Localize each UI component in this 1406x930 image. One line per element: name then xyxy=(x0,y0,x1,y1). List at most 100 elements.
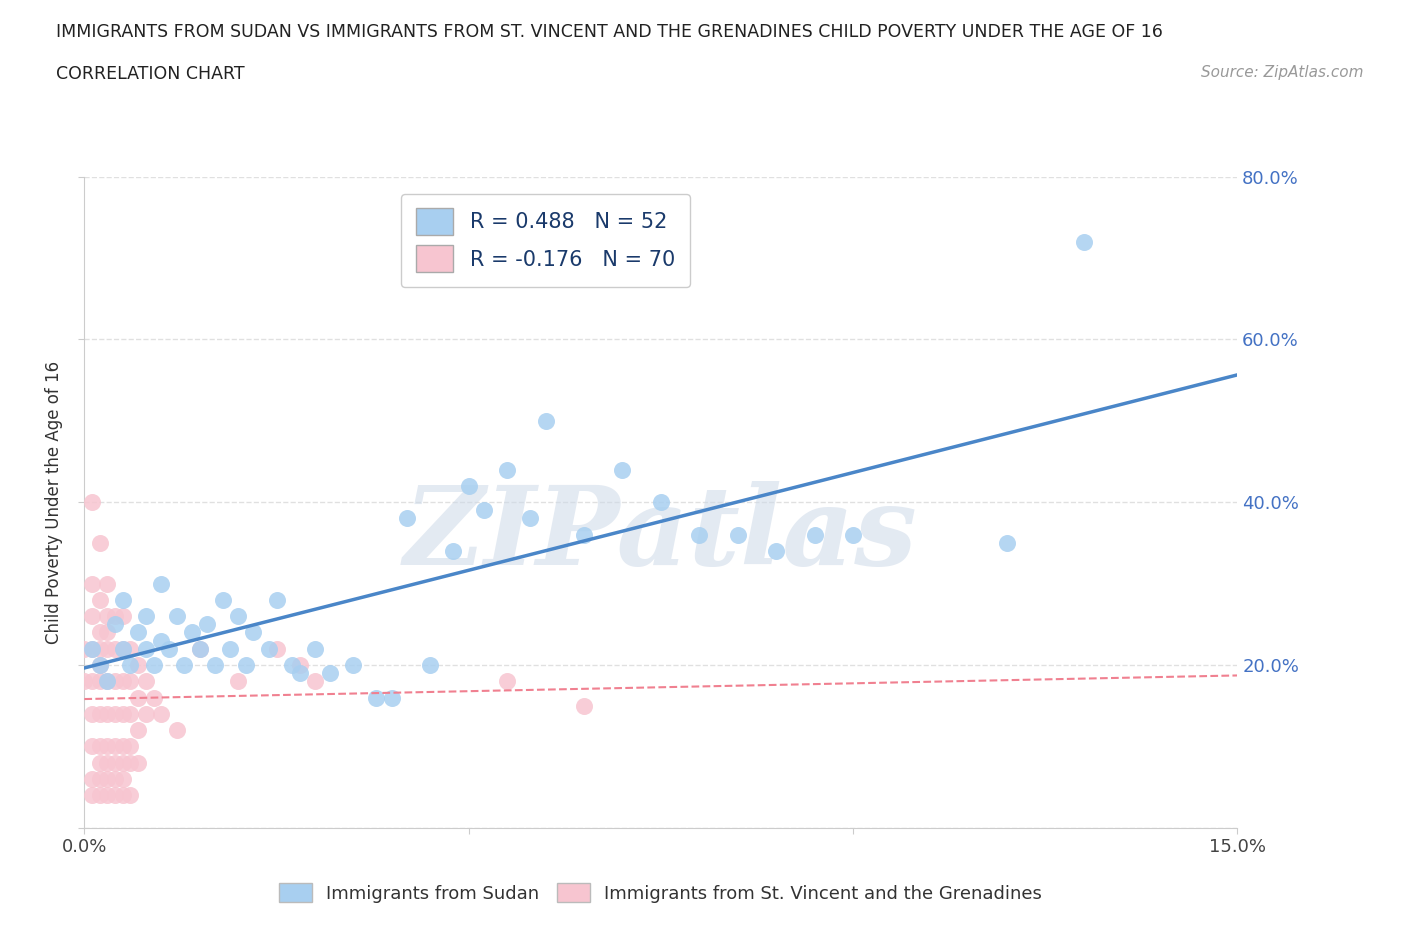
Point xyxy=(266,592,288,607)
Point xyxy=(995,536,1018,551)
Point xyxy=(135,674,157,689)
Point xyxy=(150,633,173,648)
Point xyxy=(104,642,127,657)
Point xyxy=(135,609,157,624)
Point xyxy=(226,609,249,624)
Point xyxy=(181,625,204,640)
Point xyxy=(803,527,825,542)
Point xyxy=(519,512,541,526)
Point xyxy=(96,674,118,689)
Point xyxy=(96,707,118,722)
Point xyxy=(496,462,519,477)
Point xyxy=(135,707,157,722)
Point xyxy=(288,658,311,672)
Point xyxy=(104,738,127,753)
Point xyxy=(396,512,419,526)
Point xyxy=(89,788,111,803)
Point xyxy=(89,755,111,770)
Point xyxy=(80,642,103,657)
Point xyxy=(104,755,127,770)
Point xyxy=(441,543,464,558)
Point xyxy=(288,666,311,681)
Point xyxy=(89,625,111,640)
Legend: Immigrants from Sudan, Immigrants from St. Vincent and the Grenadines: Immigrants from Sudan, Immigrants from S… xyxy=(273,875,1049,910)
Point xyxy=(89,674,111,689)
Point xyxy=(127,690,149,705)
Point xyxy=(366,690,388,705)
Point xyxy=(173,658,195,672)
Point xyxy=(166,723,188,737)
Point xyxy=(304,642,326,657)
Point xyxy=(80,772,103,787)
Point xyxy=(111,642,134,657)
Point xyxy=(127,625,149,640)
Text: ZIPatlas: ZIPatlas xyxy=(404,481,918,589)
Point xyxy=(96,625,118,640)
Point xyxy=(89,642,111,657)
Point xyxy=(457,479,479,494)
Point xyxy=(765,543,787,558)
Point xyxy=(157,642,180,657)
Point xyxy=(342,658,364,672)
Point xyxy=(496,674,519,689)
Point xyxy=(80,495,103,510)
Point xyxy=(127,723,149,737)
Point xyxy=(142,658,165,672)
Point xyxy=(188,642,211,657)
Text: CORRELATION CHART: CORRELATION CHART xyxy=(56,65,245,83)
Point xyxy=(104,707,127,722)
Point xyxy=(266,642,288,657)
Point xyxy=(257,642,280,657)
Point xyxy=(381,690,404,705)
Point xyxy=(111,592,134,607)
Point xyxy=(89,738,111,753)
Point xyxy=(120,755,142,770)
Point xyxy=(572,698,595,713)
Point xyxy=(120,674,142,689)
Point xyxy=(166,609,188,624)
Text: IMMIGRANTS FROM SUDAN VS IMMIGRANTS FROM ST. VINCENT AND THE GRENADINES CHILD PO: IMMIGRANTS FROM SUDAN VS IMMIGRANTS FROM… xyxy=(56,23,1163,41)
Point xyxy=(281,658,304,672)
Point xyxy=(472,503,495,518)
Point xyxy=(104,617,127,631)
Point xyxy=(96,772,118,787)
Point xyxy=(111,609,134,624)
Point xyxy=(96,788,118,803)
Point xyxy=(534,414,557,429)
Point xyxy=(135,642,157,657)
Point xyxy=(80,609,103,624)
Point xyxy=(572,527,595,542)
Point xyxy=(150,707,173,722)
Point xyxy=(96,674,118,689)
Point xyxy=(304,674,326,689)
Point xyxy=(127,755,149,770)
Point xyxy=(127,658,149,672)
Point xyxy=(89,592,111,607)
Point xyxy=(419,658,441,672)
Point xyxy=(612,462,634,477)
Point xyxy=(650,495,672,510)
Point xyxy=(96,642,118,657)
Point xyxy=(96,609,118,624)
Point xyxy=(120,707,142,722)
Point xyxy=(319,666,342,681)
Point xyxy=(688,527,710,542)
Point xyxy=(89,658,111,672)
Point xyxy=(89,658,111,672)
Point xyxy=(96,755,118,770)
Point xyxy=(188,642,211,657)
Point xyxy=(150,577,173,591)
Point xyxy=(89,772,111,787)
Point xyxy=(111,788,134,803)
Point xyxy=(111,642,134,657)
Text: Source: ZipAtlas.com: Source: ZipAtlas.com xyxy=(1201,65,1364,80)
Point xyxy=(235,658,257,672)
Point xyxy=(111,772,134,787)
Point xyxy=(219,642,242,657)
Point xyxy=(111,707,134,722)
Point xyxy=(111,755,134,770)
Point xyxy=(104,609,127,624)
Point xyxy=(80,788,103,803)
Point xyxy=(204,658,226,672)
Point xyxy=(73,674,96,689)
